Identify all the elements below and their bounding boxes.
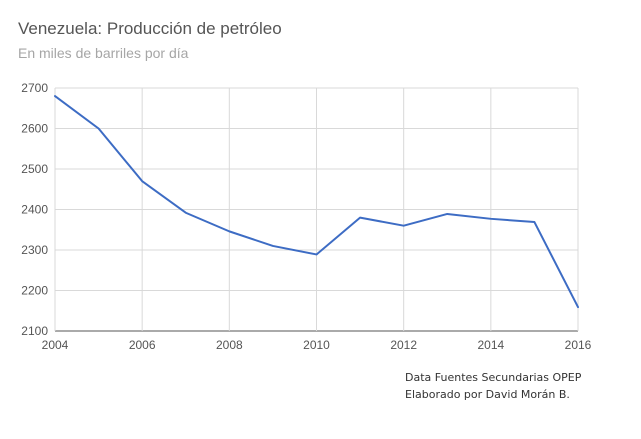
data-point [314,252,319,257]
x-tick-label: 2008 [216,338,243,352]
x-tick-label: 2012 [390,338,417,352]
y-tick-label: 2700 [21,81,48,95]
data-point [270,243,275,248]
series-layer [53,94,581,310]
x-axis-ticks: 2004 2006 2008 2010 2012 2014 2016 [42,338,592,352]
y-tick-label: 2200 [21,284,48,298]
data-point [401,223,406,228]
data-point [358,215,363,220]
series-line [54,95,579,309]
data-point [445,211,450,216]
x-tick-label: 2006 [129,338,156,352]
source-note: Data Fuentes Secundarias OPEP [405,371,582,384]
author-note: Elaborado por David Morán B. [405,388,570,401]
x-tick-label: 2004 [42,338,69,352]
y-tick-label: 2100 [21,324,48,338]
data-point [140,179,145,184]
data-point [183,210,188,215]
x-tick-label: 2016 [565,338,592,352]
data-point [488,216,493,221]
y-tick-label: 2400 [21,203,48,217]
y-tick-label: 2600 [21,122,48,136]
data-point [96,126,101,131]
data-point [53,94,58,99]
chart-title: Venezuela: Producción de petróleo [18,19,282,38]
grid [54,87,579,332]
y-tick-label: 2300 [21,243,48,257]
data-point [576,305,581,310]
x-tick-label: 2010 [303,338,330,352]
x-tick-label: 2014 [477,338,504,352]
y-axis-ticks: 2700 2600 2500 2400 2300 2200 2100 [21,81,48,338]
y-tick-label: 2500 [21,162,48,176]
data-point [532,220,537,225]
data-point [227,229,232,234]
chart-subtitle: En miles de barriles por día [18,45,189,61]
